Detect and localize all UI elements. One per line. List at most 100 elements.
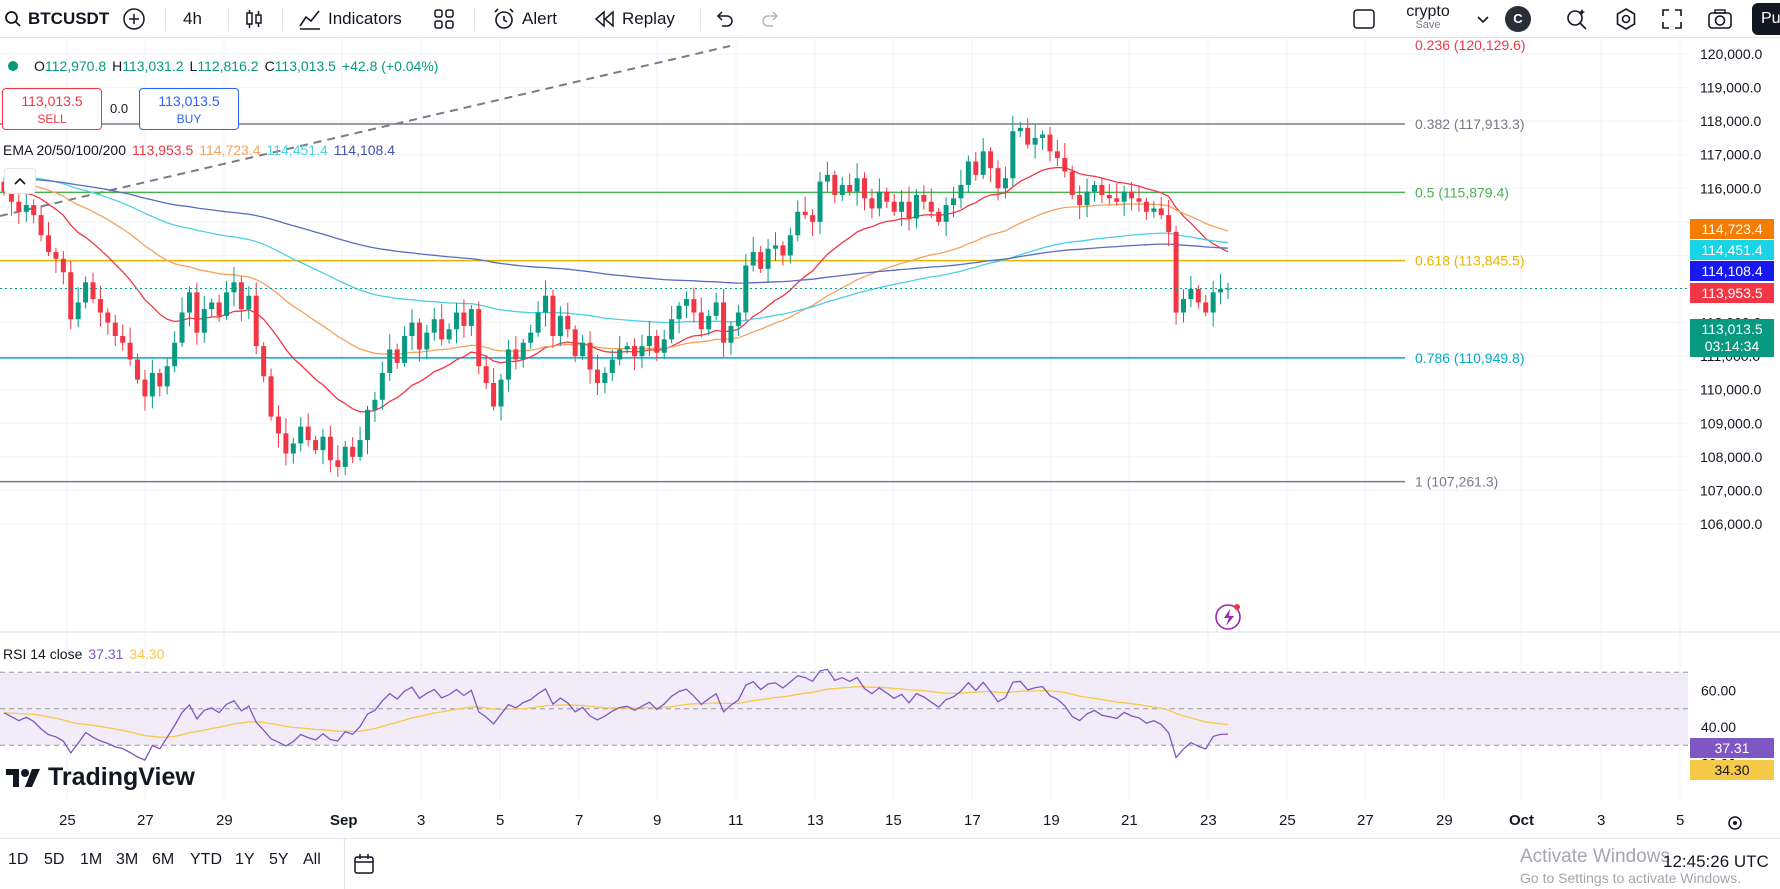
time-axis-label: 29 (216, 812, 233, 829)
candle-body (357, 440, 363, 457)
calendar-icon (352, 852, 376, 876)
redo-icon (760, 10, 782, 28)
search-icon (4, 10, 22, 28)
layout-save-status: Save (1415, 19, 1441, 31)
candle-body (557, 315, 563, 336)
templates-button[interactable] (433, 0, 455, 38)
candle-body (68, 272, 74, 320)
candle-body (1032, 137, 1038, 145)
alert-button[interactable]: Alert (492, 0, 557, 38)
time-axis-label: 5 (496, 812, 505, 829)
candle-body (1077, 195, 1083, 206)
buy-button[interactable]: 113,013.5 BUY (139, 88, 239, 130)
time-axis-label: 13 (807, 812, 824, 829)
alert-label: Alert (522, 9, 557, 28)
settings-button[interactable] (1614, 0, 1638, 38)
candle-body (1151, 208, 1157, 212)
layout-name-button[interactable]: crypto Save (1402, 3, 1454, 31)
settings-axis-icon (1728, 816, 1742, 830)
undo-button[interactable] (713, 0, 735, 38)
candles-icon (243, 8, 265, 30)
candle-body (105, 312, 111, 323)
fib-label: 0.236 (120,129.6) (1415, 38, 1526, 53)
candle-body (735, 312, 741, 326)
range-button-3m[interactable]: 3M (116, 851, 139, 868)
candle-body (283, 433, 289, 454)
candle-body (194, 292, 200, 333)
layout-menu-button[interactable] (1476, 0, 1490, 38)
candle-body (1069, 171, 1075, 195)
candle-body (1114, 198, 1120, 202)
range-button-5y[interactable]: 5Y (269, 851, 289, 868)
candle-body (327, 436, 333, 461)
rsi-legend[interactable]: RSI 14 close 37.31 34.30 (3, 646, 164, 662)
candle-body (298, 426, 304, 444)
utc-clock[interactable]: 12:45:26 UTC (1663, 852, 1769, 871)
candle-body (157, 372, 163, 387)
avatar[interactable]: C (1505, 6, 1531, 32)
candle-body (1025, 127, 1031, 145)
ema20-tag: 113,953.5 (1690, 283, 1774, 303)
rsi-tag: 37.31 (1690, 738, 1774, 758)
ema-legend[interactable]: EMA 20/50/100/200 113,953.5 114,723.4 11… (3, 142, 395, 158)
time-axis-label: 21 (1121, 812, 1138, 829)
buy-label: BUY (176, 112, 202, 126)
candle-body (402, 336, 408, 363)
ema100-tag: 114,451.4 (1690, 240, 1774, 260)
symbol-search[interactable]: BTCUSDT (4, 0, 109, 38)
ema200-value: 114,108.4 (333, 142, 395, 158)
publish-button[interactable]: Pu (1752, 3, 1780, 35)
candle-body (1210, 292, 1216, 313)
range-button-1y[interactable]: 1Y (235, 851, 255, 868)
candle-body (179, 312, 185, 343)
time-axis-label: 17 (964, 812, 981, 829)
candle-body (313, 440, 319, 451)
tradingview-logo[interactable]: TradingView (6, 763, 195, 792)
fib-label: 0.382 (117,913.3) (1415, 116, 1525, 132)
price-chart[interactable]: 0.236 (120,129.6) 0.382 (117,913.3) 0.5 (1… (0, 38, 1780, 838)
candle-body (1225, 288, 1231, 290)
layout-toggle-button[interactable] (1352, 0, 1376, 38)
candle-body (1188, 289, 1194, 300)
candle-body (543, 295, 549, 313)
candle-body (1136, 198, 1142, 202)
range-button-ytd[interactable]: YTD (190, 851, 222, 868)
tradingview-logo-icon (6, 768, 40, 787)
price-axis-label: 108,000.0 (1700, 449, 1762, 465)
candle-body (869, 198, 875, 209)
high-value: 113,031.2 (122, 58, 184, 74)
snapshot-button[interactable] (1707, 0, 1733, 38)
redo-button[interactable] (760, 0, 782, 38)
candle-body (75, 302, 81, 320)
quick-search-button[interactable] (1565, 0, 1589, 38)
replay-button[interactable]: Replay (594, 0, 675, 38)
indicators-button[interactable]: Indicators (298, 0, 402, 38)
ema50-line (3, 181, 1229, 355)
price-axis-label: 110,000.0 (1700, 382, 1761, 398)
time-axis-label: 27 (137, 812, 154, 829)
range-button-1m[interactable]: 1M (80, 851, 103, 868)
time-axis-label: 11 (728, 812, 744, 829)
toolbar-divider (165, 8, 166, 30)
candle-body (1173, 231, 1179, 313)
chart-type-button[interactable] (243, 0, 265, 38)
candle-body (468, 309, 474, 326)
candle-body (424, 332, 430, 350)
range-button-1d[interactable]: 1D (8, 851, 29, 868)
goto-date-button[interactable] (352, 852, 376, 881)
fullscreen-button[interactable] (1661, 0, 1683, 38)
compare-button[interactable] (122, 0, 146, 38)
magnifier-sparkle-icon (1565, 7, 1589, 31)
candle-body (936, 211, 942, 222)
close-value: 113,013.5 (274, 58, 336, 74)
range-button-all[interactable]: All (303, 851, 321, 868)
ema-title: EMA 20/50/100/200 (3, 142, 126, 158)
range-button-6m[interactable]: 6M (152, 851, 175, 868)
sell-button[interactable]: 113,013.5 SELL (2, 88, 102, 130)
range-button-5d[interactable]: 5D (44, 851, 65, 868)
collapse-legend-button[interactable] (4, 168, 36, 194)
fib-label: 0.618 (113,845.5) (1415, 253, 1525, 269)
gear-icon (1614, 7, 1638, 31)
candle-body (387, 349, 393, 373)
interval-button[interactable]: 4h (183, 0, 202, 38)
